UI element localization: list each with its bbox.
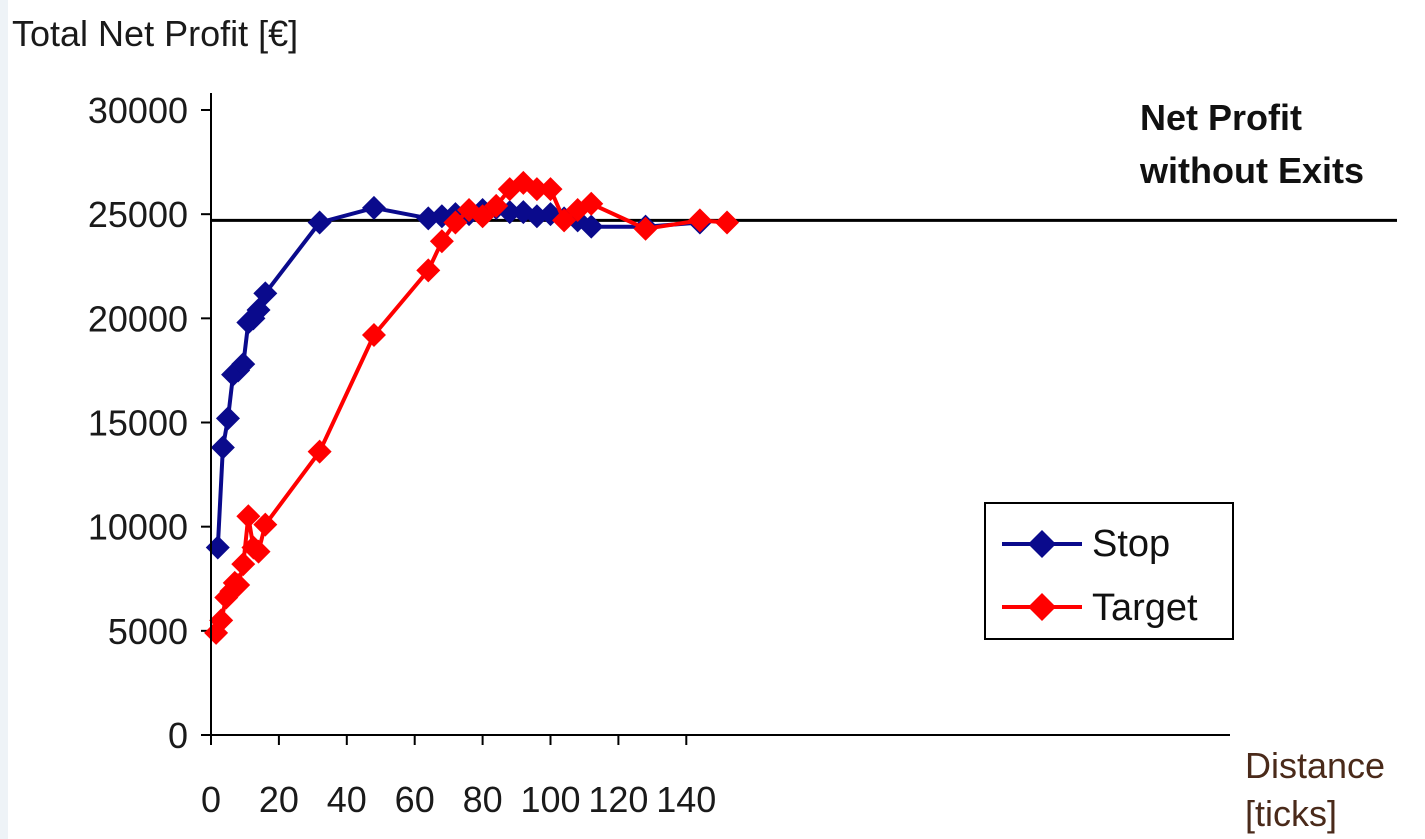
x-tick-label: 60 bbox=[395, 779, 435, 820]
data-point-target bbox=[226, 573, 251, 598]
chart-title: Total Net Profit [€] bbox=[12, 13, 298, 54]
baseline-annotation-line1: Net Profit bbox=[1140, 97, 1302, 138]
data-point-target bbox=[484, 193, 509, 218]
data-point-target bbox=[715, 210, 740, 235]
data-point-target bbox=[633, 216, 658, 241]
y-tick-label: 5000 bbox=[108, 611, 188, 652]
data-point-stop bbox=[215, 406, 240, 431]
data-point-target bbox=[231, 552, 256, 577]
y-ticks-group: 0 5000 10000 15000 20000 25000 30000 bbox=[88, 90, 211, 756]
data-point-target bbox=[307, 439, 332, 464]
y-tick-label: 20000 bbox=[88, 298, 188, 339]
data-point-target bbox=[443, 210, 468, 235]
series-group bbox=[204, 170, 740, 645]
x-tick-label: 140 bbox=[656, 779, 716, 820]
data-point-stop bbox=[253, 281, 278, 306]
x-tick-label: 80 bbox=[463, 779, 503, 820]
baseline-annotation-line2: without Exits bbox=[1139, 150, 1364, 191]
y-tick-label: 0 bbox=[168, 715, 188, 756]
x-axis-label-line1: Distance bbox=[1245, 745, 1385, 786]
data-point-stop bbox=[205, 535, 230, 560]
data-point-target bbox=[209, 608, 234, 633]
data-point-target bbox=[236, 504, 261, 529]
data-point-target bbox=[524, 177, 549, 202]
data-point-target bbox=[538, 177, 563, 202]
page-edge-strip bbox=[0, 0, 8, 839]
y-tick-label: 25000 bbox=[88, 194, 188, 235]
x-tick-label: 20 bbox=[259, 779, 299, 820]
data-point-target bbox=[429, 229, 454, 254]
legend-box bbox=[984, 502, 1234, 640]
data-point-stop bbox=[579, 214, 604, 239]
x-axis-label-line2: [ticks] bbox=[1245, 793, 1337, 834]
data-point-stop bbox=[210, 435, 235, 460]
data-point-target bbox=[253, 512, 278, 537]
legend-target-marker bbox=[1028, 593, 1056, 621]
legend: Stop Target bbox=[984, 502, 1234, 640]
data-point-stop bbox=[231, 352, 256, 377]
y-tick-label: 10000 bbox=[88, 507, 188, 548]
legend-stop-marker bbox=[1028, 530, 1056, 558]
data-point-target bbox=[579, 191, 604, 216]
y-tick-label: 30000 bbox=[88, 90, 188, 131]
data-point-stop bbox=[361, 195, 386, 220]
x-tick-label: 40 bbox=[327, 779, 367, 820]
legend-target-label: Target bbox=[1092, 587, 1198, 629]
data-point-target bbox=[687, 208, 712, 233]
data-point-target bbox=[246, 539, 271, 564]
data-point-target bbox=[416, 258, 441, 283]
series-line-target bbox=[214, 180, 728, 634]
series-line-stop bbox=[215, 205, 701, 548]
x-tick-label: 0 bbox=[201, 779, 221, 820]
legend-stop-label: Stop bbox=[1092, 523, 1170, 565]
x-tick-label: 120 bbox=[588, 779, 648, 820]
data-point-stop bbox=[307, 210, 332, 235]
data-point-target bbox=[361, 323, 386, 348]
x-ticks-group: 0 20 40 60 80 100 120 140 bbox=[201, 735, 716, 820]
y-tick-label: 15000 bbox=[88, 403, 188, 444]
x-tick-label: 100 bbox=[520, 779, 580, 820]
